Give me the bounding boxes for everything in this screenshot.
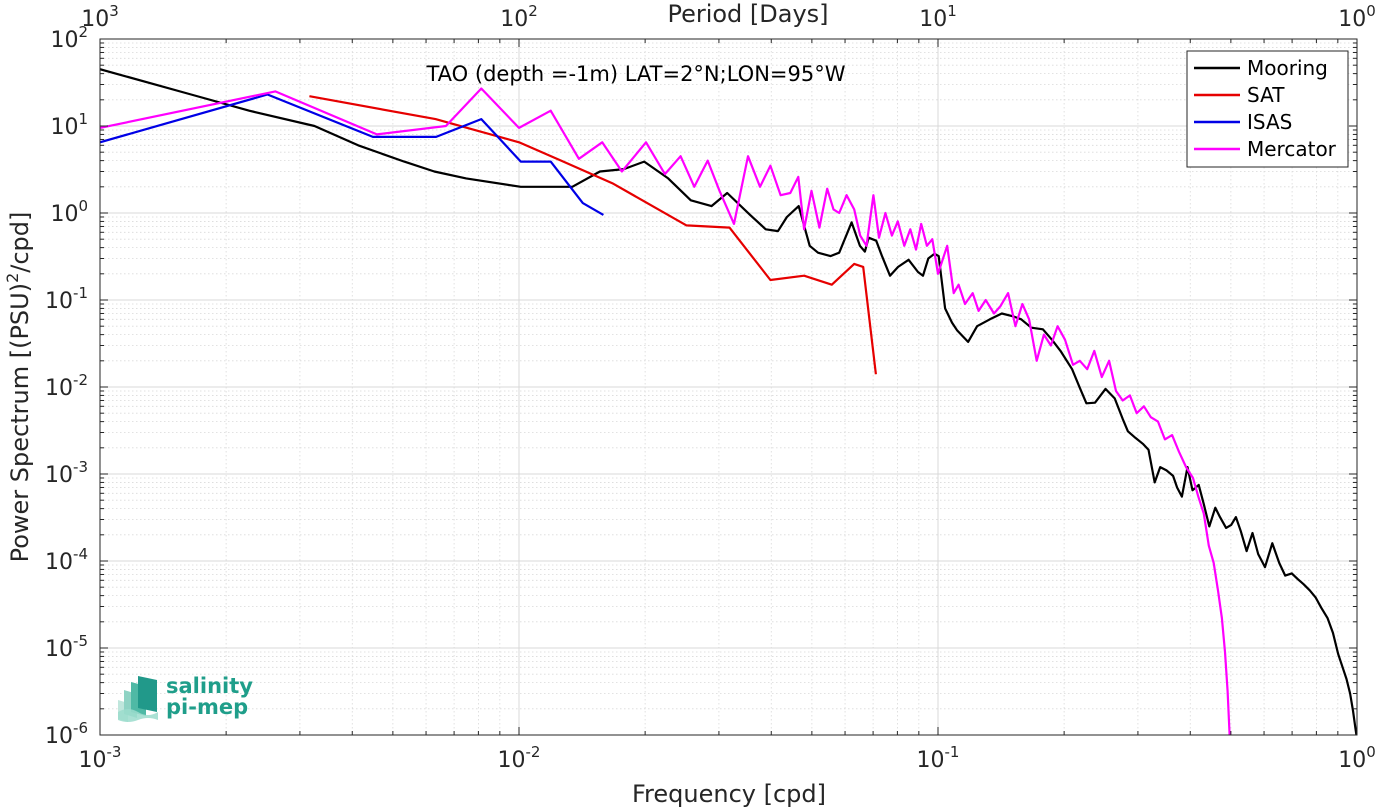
top-x-tick-label-exponent: 3 — [109, 2, 119, 20]
legend-label-mercator: Mercator — [1247, 137, 1337, 161]
x-tick-label-base: 10 — [498, 748, 526, 773]
legend-label-sat: SAT — [1247, 83, 1285, 107]
x-tick-label-base: 10 — [79, 748, 107, 773]
y-tick-label-base: 10 — [50, 115, 78, 140]
series-line-isas — [100, 93, 604, 216]
y-axis-title: Power Spectrum [(PSU)2/cpd] — [3, 212, 34, 563]
tick-marks — [99, 38, 1358, 736]
legend-label-mooring: Mooring — [1247, 56, 1328, 80]
salinity-pi-mep-logo: salinity pi-mep — [118, 674, 253, 722]
top-x-tick-label: 101 — [919, 2, 957, 32]
logo-text-line2: pi-mep — [166, 695, 248, 719]
y-tick-label: 10-1 — [45, 284, 88, 314]
x-tick-label-base: 10 — [917, 748, 945, 773]
x-tick-labels: 10-3 10-2 10-1 100 — [79, 743, 1376, 773]
y-tick-label: 102 — [50, 23, 88, 53]
top-x-tick-label-exponent: 2 — [528, 2, 538, 20]
legend-label-isas: ISAS — [1247, 110, 1292, 134]
top-x-tick-label: 103 — [81, 2, 119, 32]
top-x-axis-title: Period [Days] — [667, 0, 828, 28]
y-tick-label-base: 10 — [45, 376, 73, 401]
y-tick-label-base: 10 — [45, 550, 73, 575]
y-tick-label-base: 10 — [45, 463, 73, 488]
y-tick-label: 100 — [50, 197, 88, 227]
y-tick-label-base: 10 — [45, 724, 73, 749]
y-tick-label-exponent: -2 — [73, 371, 88, 389]
y-tick-label: 10-2 — [45, 371, 88, 401]
x-tick-label-exponent: -3 — [107, 743, 122, 761]
series-layer — [100, 68, 1357, 735]
y-tick-label: 10-4 — [45, 545, 88, 575]
y-tick-label-exponent: 1 — [78, 110, 88, 128]
x-tick-label: 10-3 — [79, 743, 122, 773]
y-tick-label: 10-6 — [45, 719, 88, 749]
y-tick-label-base: 10 — [45, 289, 73, 314]
top-x-tick-labels: 103 102 101 100 — [81, 2, 1376, 32]
y-tick-label-base: 10 — [50, 202, 78, 227]
y-tick-label-exponent: 2 — [78, 23, 88, 41]
y-axis-title-main: Power Spectrum [(PSU) — [6, 283, 34, 562]
y-tick-label: 101 — [50, 110, 88, 140]
x-tick-label: 100 — [1338, 743, 1376, 773]
x-axis-title: Frequency [cpd] — [632, 780, 826, 808]
top-x-tick-label-base: 10 — [1338, 7, 1366, 32]
top-x-tick-label: 102 — [500, 2, 538, 32]
top-x-tick-label: 100 — [1338, 2, 1376, 32]
y-tick-label-base: 10 — [50, 28, 78, 53]
top-x-tick-label-exponent: 1 — [947, 2, 957, 20]
legend-box — [1186, 50, 1349, 168]
x-tick-label-exponent: -2 — [526, 743, 541, 761]
y-axis-title-tail: /cpd] — [6, 212, 34, 273]
x-tick-label-exponent: -1 — [945, 743, 960, 761]
series-line-sat — [309, 95, 877, 375]
y-axis-title-sup: 2 — [3, 273, 22, 283]
y-tick-label-base: 10 — [45, 637, 73, 662]
x-tick-label-exponent: 0 — [1366, 743, 1376, 761]
y-tick-label-exponent: -5 — [73, 632, 88, 650]
y-tick-label-exponent: 0 — [78, 197, 88, 215]
y-tick-label-exponent: -4 — [73, 545, 88, 563]
legend: Mooring SAT ISAS Mercator — [1186, 50, 1349, 168]
top-x-tick-label-base: 10 — [919, 7, 947, 32]
series-line-mercator — [100, 87, 1231, 735]
y-tick-label: 10-5 — [45, 632, 88, 662]
logo-mark-icon — [118, 676, 158, 722]
x-tick-label: 10-1 — [917, 743, 960, 773]
x-tick-label-base: 10 — [1338, 748, 1366, 773]
y-tick-label-exponent: -3 — [73, 458, 88, 476]
x-tick-label: 10-2 — [498, 743, 541, 773]
top-x-tick-label-exponent: 0 — [1366, 2, 1376, 20]
y-tick-label: 10-3 — [45, 458, 88, 488]
top-x-tick-label-base: 10 — [81, 7, 109, 32]
y-tick-label-exponent: -1 — [73, 284, 88, 302]
top-x-tick-label-base: 10 — [500, 7, 528, 32]
y-tick-label-exponent: -6 — [73, 719, 88, 737]
chart-title: TAO (depth =-1m) LAT=2°N;LON=95°W — [425, 62, 845, 86]
logo-text-line1: salinity — [166, 674, 253, 698]
